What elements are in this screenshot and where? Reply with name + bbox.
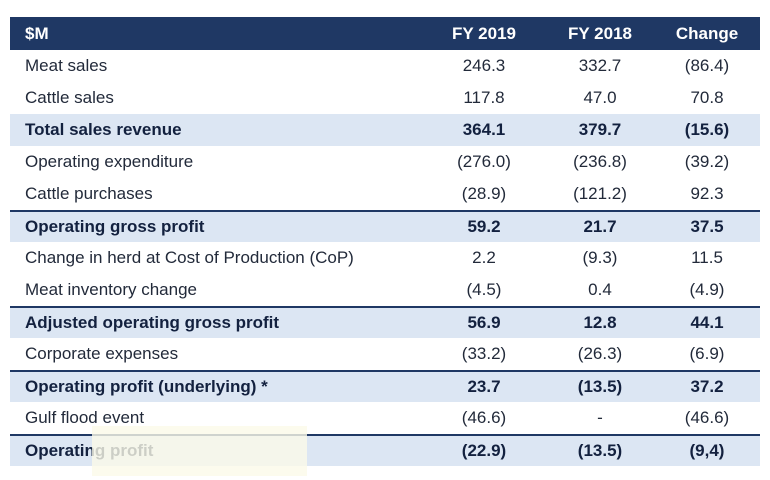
cell-fy2018: 332.7 [578, 56, 622, 75]
table-row: Change in herd at Cost of Production (Co… [10, 242, 760, 274]
cell-change: (9,4) [689, 441, 725, 460]
row-label: Total sales revenue [25, 120, 182, 139]
table-header: $M FY 2019 FY 2018 Change [10, 17, 760, 50]
cell-fy2019: 56.9 [467, 313, 501, 332]
cell-fy2018: 21.7 [583, 217, 617, 236]
cell-change: (4.9) [689, 280, 725, 299]
row-label: Operating profit (underlying) * [25, 377, 268, 396]
table-row: Gulf flood event (46.6) - (46.6) [10, 402, 760, 434]
cell-fy2019: 364.1 [462, 120, 506, 139]
cell-change: 70.8 [690, 88, 724, 107]
cell-change: (39.2) [684, 152, 730, 171]
table-row: Corporate expenses (33.2) (26.3) (6.9) [10, 338, 760, 370]
row-label: Meat inventory change [25, 280, 197, 299]
header-fy2019: FY 2019 [452, 23, 516, 43]
cell-fy2019: (22.9) [461, 441, 507, 460]
cell-fy2019: (46.6) [461, 408, 507, 427]
cell-fy2019: 2.2 [472, 248, 496, 267]
cell-fy2018: (236.8) [573, 152, 627, 171]
row-label: Cattle sales [25, 88, 114, 107]
cell-change: 11.5 [691, 248, 723, 267]
cell-change: (6.9) [689, 344, 725, 363]
row-label: Corporate expenses [25, 344, 179, 363]
cell-fy2019: (276.0) [457, 152, 511, 171]
row-label: Adjusted operating gross profit [25, 313, 280, 332]
row-label: Cattle purchases [25, 184, 153, 203]
cell-fy2019: (33.2) [461, 344, 507, 363]
cell-fy2019: (28.9) [461, 184, 507, 203]
cell-fy2018: (121.2) [573, 184, 627, 203]
cell-fy2019: 246.3 [462, 56, 506, 75]
table-row: Operating gross profit 59.2 21.7 37.5 [10, 210, 760, 242]
cell-fy2018: (26.3) [577, 344, 623, 363]
cell-change: (15.6) [684, 120, 730, 139]
cell-change: 37.5 [690, 217, 724, 236]
row-label: Gulf flood event [25, 408, 145, 427]
table-row: Meat inventory change (4.5) 0.4 (4.9) [10, 274, 760, 306]
row-label: Meat sales [25, 56, 108, 75]
cell-change: (86.4) [684, 56, 730, 75]
financial-table: $M FY 2019 FY 2018 Change Meat sales 246.… [10, 17, 760, 466]
cell-change: 92.3 [690, 184, 724, 203]
cell-fy2018: (13.5) [577, 377, 623, 396]
row-label: Operating gross profit [25, 217, 205, 236]
cell-fy2018: 47.0 [583, 88, 617, 107]
table-row: Meat sales 246.3 332.7 (86.4) [10, 50, 760, 82]
header-change: Change [675, 23, 739, 43]
cell-change: (46.6) [684, 408, 730, 427]
header-label: $M [25, 23, 49, 43]
row-label: Change in herd at Cost of Production (Co… [25, 248, 354, 267]
row-label: Operating expenditure [25, 152, 194, 171]
cell-fy2019: (4.5) [466, 280, 502, 299]
faint-overlay [92, 426, 307, 476]
table-row: Adjusted operating gross profit 56.9 12.8 4… [10, 306, 760, 338]
table-row: Operating expenditure (276.0) (236.8) (39.2… [10, 146, 760, 178]
table-row: Operating profit (underlying) * 23.7 (13.5… [10, 370, 760, 402]
cell-fy2019: 59.2 [467, 217, 501, 236]
cell-change: 44.1 [690, 313, 724, 332]
cell-change: 37.2 [690, 377, 724, 396]
cell-fy2018: 379.7 [578, 120, 622, 139]
cell-fy2019: 117.8 [463, 88, 505, 107]
table-body: Meat sales 246.3 332.7 (86.4) Cattle sales 11… [10, 50, 760, 466]
cell-fy2018: (9.3) [582, 248, 618, 267]
table-row: Total sales revenue 364.1 379.7 (15.6) [10, 114, 760, 146]
cell-fy2018: 0.4 [588, 280, 612, 299]
cell-fy2018: (13.5) [577, 441, 623, 460]
header-fy2018: FY 2018 [568, 23, 632, 43]
table-row: Cattle sales 117.8 47.0 70.8 [10, 82, 760, 114]
cell-fy2019: 23.7 [467, 377, 501, 396]
cell-fy2018: 12.8 [583, 313, 617, 332]
cell-fy2018: - [597, 408, 603, 427]
table-row: Cattle purchases (28.9) (121.2) 92.3 [10, 178, 760, 210]
